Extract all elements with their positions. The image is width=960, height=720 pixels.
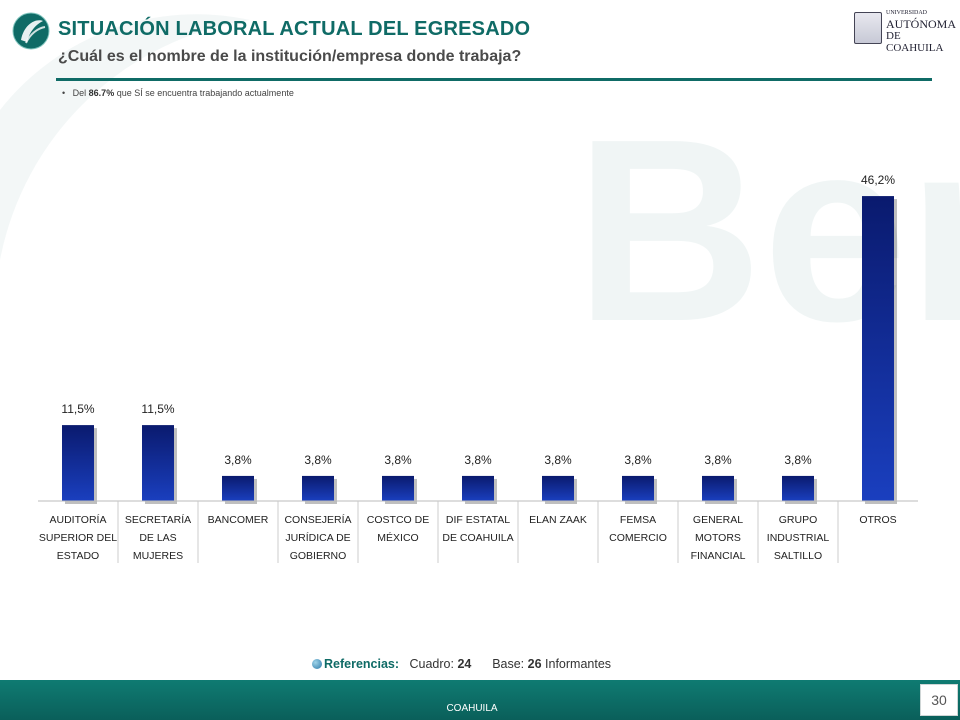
category-label-10: OTROS: [859, 514, 896, 526]
logo-line-1: UNIVERSIDAD: [886, 10, 927, 16]
footer-text: COAHUILA: [446, 703, 498, 714]
globe-logo-icon: [12, 12, 50, 50]
category-label-3: CONSEJERÍA JURÍDICA DE GOBIERNO: [284, 513, 351, 562]
bar-chart: 11,5% 11,5% 3,8% 3,8% 3,8% 3,8% 3,8% 3,8% 3,8% 3,…: [38, 173, 918, 563]
cuadro-label: Cuadro:: [409, 657, 454, 671]
bar-2: [222, 475, 254, 501]
title-divider: [56, 78, 932, 81]
base-label: Base:: [492, 657, 525, 671]
page-title: SITUACIÓN LABORAL ACTUAL DEL EGRESADO: [58, 18, 531, 40]
bar-1: [142, 425, 174, 501]
data-labels-group: 11,5% 11,5% 3,8% 3,8% 3,8% 3,8% 3,8% 3,8% 3,8% 3,…: [61, 173, 895, 467]
data-label-6: 3,8%: [544, 453, 572, 467]
data-label-5: 3,8%: [464, 453, 492, 467]
category-label-7: FEMSA COMERCIO: [609, 514, 667, 544]
note-value: 86.7%: [88, 88, 115, 98]
bar-0: [62, 425, 94, 501]
data-label-0: 11,5%: [61, 402, 94, 416]
references-label: Referencias:: [324, 657, 400, 671]
category-label-0: AUDITORÍA SUPERIOR DEL ESTADO: [39, 513, 117, 562]
logo-line-3: DE COAHUILA: [886, 30, 944, 54]
category-label-9: GRUPO INDUSTRIAL SALTILLO: [767, 514, 830, 562]
category-label-6: ELAN ZAAK: [529, 514, 587, 526]
page-subtitle: ¿Cuál es el nombre de la institución/emp…: [58, 48, 522, 65]
data-label-3: 3,8%: [304, 453, 332, 467]
category-label-8: GENERAL MOTORS FINANCIAL: [691, 514, 746, 562]
category-label-1: SECRETARÍA DE LAS MUJERES: [125, 513, 191, 562]
bar-10: [862, 196, 894, 501]
page-number: 30: [920, 684, 958, 716]
note-bullet: • Del 86.7% que SÍ se encuentra trabajan…: [62, 88, 294, 98]
cuadro-value: 24: [457, 657, 472, 671]
references-bullet-icon: [312, 659, 322, 669]
data-label-7: 3,8%: [624, 453, 652, 467]
data-label-10: 46,2%: [861, 173, 895, 187]
bar-9: [782, 475, 814, 501]
base-value: 26: [527, 657, 542, 671]
bars-group: [62, 196, 897, 504]
bar-8: [702, 475, 734, 501]
base-suffix: Informantes: [545, 657, 612, 671]
category-label-4: COSTCO DE MÉXICO: [367, 514, 429, 544]
crest-icon: [854, 12, 882, 44]
data-label-1: 11,5%: [141, 402, 174, 416]
data-label-9: 3,8%: [784, 453, 812, 467]
note-suffix: que SÍ se encuentra trabajando actualmen…: [114, 88, 294, 98]
references: Referencias: Cuadro: 24 Base: 26 Informa…: [312, 657, 611, 671]
data-label-2: 3,8%: [224, 453, 252, 467]
data-label-4: 3,8%: [384, 453, 412, 467]
category-label-5: DIF ESTATAL DE COAHUILA: [442, 514, 513, 544]
footer-bar: [0, 680, 960, 720]
bar-7: [622, 475, 654, 501]
bar-3: [302, 475, 334, 501]
note-prefix: Del: [72, 88, 89, 98]
category-label-2: BANCOMER: [208, 514, 269, 526]
logo-line-2: AUTÓNOMA: [886, 17, 956, 31]
bar-5: [462, 475, 494, 501]
bar-6: [542, 475, 574, 501]
data-label-8: 3,8%: [704, 453, 732, 467]
bar-4: [382, 475, 414, 501]
university-logo: UNIVERSIDAD AUTÓNOMA DE COAHUILA: [854, 10, 956, 54]
